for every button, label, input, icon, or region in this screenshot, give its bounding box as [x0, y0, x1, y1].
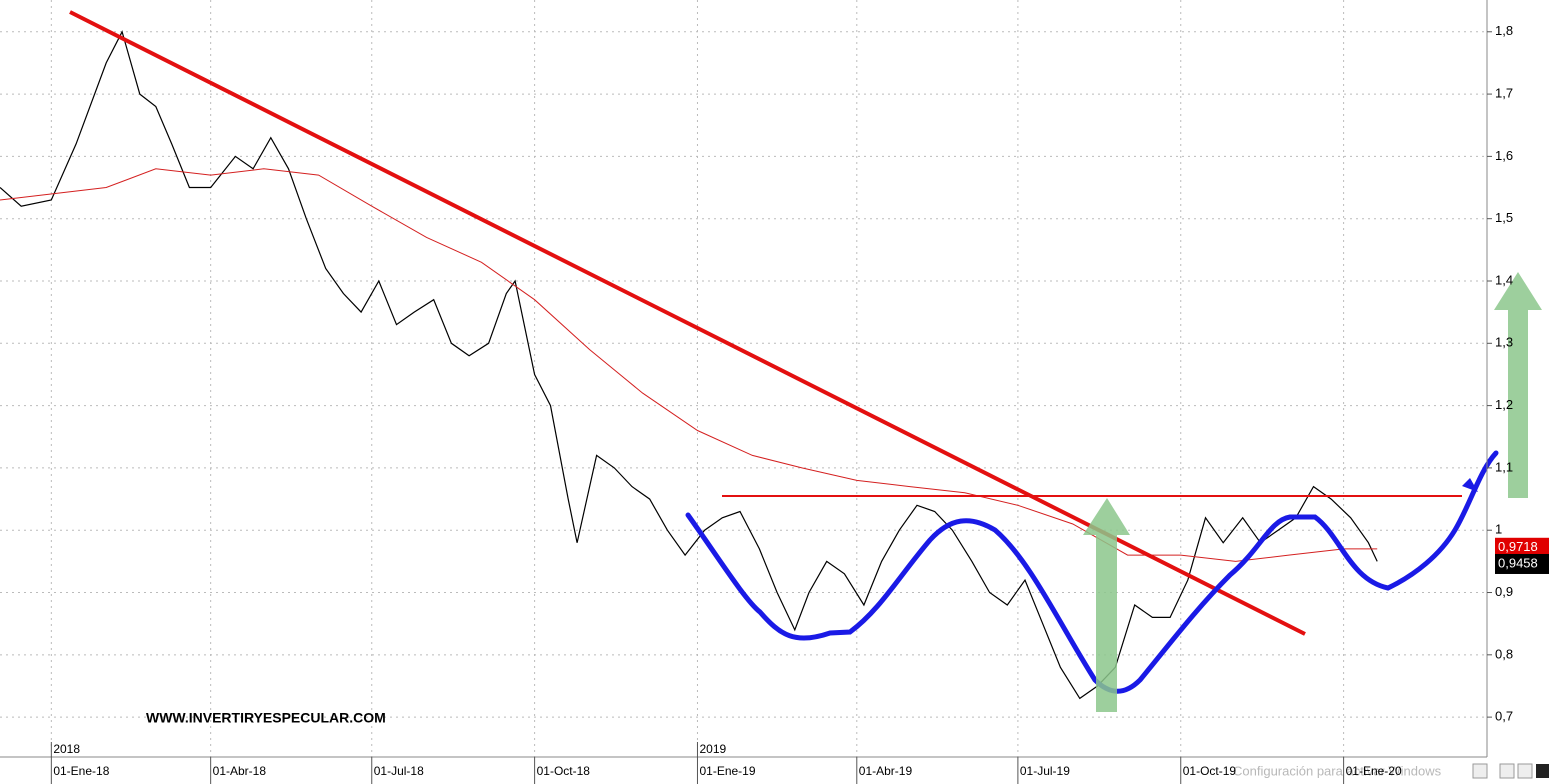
green-arrow — [1083, 498, 1130, 712]
toolbar-button[interactable] — [1536, 764, 1549, 778]
windows-overlay: Configuración para activar Windows — [1233, 763, 1442, 778]
axes: 0,7 0,8 0,9 1 1,1 1,2 1,3 1,4 1,5 1,6 1,7 1,8 01-Ene… — [50, 23, 1549, 784]
price-line — [0, 30, 1378, 700]
toolbar-button[interactable] — [1517, 763, 1533, 779]
plot — [0, 30, 1378, 700]
x-tick-label: 01-Jul-19 — [1020, 764, 1070, 778]
year-label: 2018 — [53, 742, 80, 756]
curve-arrowhead — [1462, 478, 1478, 492]
y-tick-label: 1,1 — [1495, 459, 1513, 474]
toolbar-button[interactable] — [1499, 763, 1515, 779]
y-tick-label: 1,2 — [1495, 397, 1513, 412]
y-tick-label: 0,9 — [1495, 584, 1513, 599]
watermark: WWW.INVERTIRYESPECULAR.COM — [146, 710, 386, 726]
x-tick-label: 01-Oct-18 — [537, 764, 591, 778]
price-line — [0, 168, 1378, 562]
y-tick-label: 1,3 — [1495, 335, 1513, 350]
y-tick-label: 1,5 — [1495, 210, 1513, 225]
y-tick-label: 1,4 — [1495, 272, 1513, 287]
y-tick-label: 1,6 — [1495, 148, 1513, 163]
x-tick-label: 01-Ene-20 — [1346, 764, 1402, 778]
toolbar-button[interactable] — [1472, 763, 1488, 779]
x-tick-label: 01-Abr-19 — [859, 764, 913, 778]
x-tick-label: 01-Jul-18 — [374, 764, 424, 778]
x-tick-label: 01-Abr-18 — [213, 764, 267, 778]
grid — [0, 0, 1487, 757]
x-tick-label: 01-Ene-19 — [699, 764, 755, 778]
price-label-box — [1495, 537, 1549, 558]
x-tick-label: 01-Oct-19 — [1183, 764, 1237, 778]
x-tick-label: 01-Ene-18 — [53, 764, 109, 778]
year-label: 2019 — [699, 742, 726, 756]
y-tick-label: 1,8 — [1495, 23, 1513, 38]
y-tick-label: 1,7 — [1495, 86, 1513, 101]
y-tick-label: 0,8 — [1495, 646, 1513, 661]
y-tick-label: 0,7 — [1495, 709, 1513, 724]
y-tick-label: 1 — [1495, 522, 1502, 537]
price-label: 0,9718 — [1498, 539, 1538, 554]
green-arrow — [1494, 272, 1542, 498]
price-label-box — [1495, 553, 1549, 574]
price-label: 0,9458 — [1498, 555, 1538, 570]
